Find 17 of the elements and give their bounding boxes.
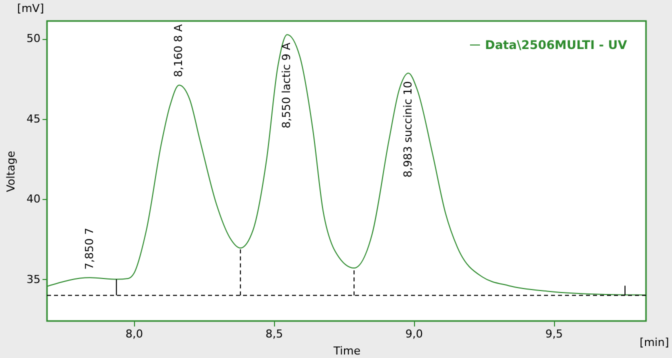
annotation: 8,160 8 A: [172, 24, 186, 78]
y-tick-label: 50: [26, 32, 40, 46]
x-tick-label: 8,0: [126, 328, 144, 340]
annotation: 7,850 7: [82, 228, 96, 270]
annotation: 8,983 succinic 10: [401, 81, 414, 178]
y-tick-label: 40: [26, 192, 40, 206]
x-axis-title: Time: [332, 344, 361, 358]
text: [mV]: [17, 2, 44, 15]
legend-label: Data\2506MULTI - UV: [485, 38, 628, 52]
y-tick-label: 45: [26, 112, 40, 126]
y-tick-label: 35: [26, 272, 40, 286]
x-tick-label: 9,5: [545, 328, 563, 340]
x-tick-label: 8,5: [265, 328, 283, 340]
x-tick-label: 9,0: [405, 328, 423, 340]
annotation: 8,550 lactic 9 A: [280, 42, 294, 128]
y-axis-title: Voltage: [4, 150, 18, 192]
text: [min]: [640, 336, 669, 349]
